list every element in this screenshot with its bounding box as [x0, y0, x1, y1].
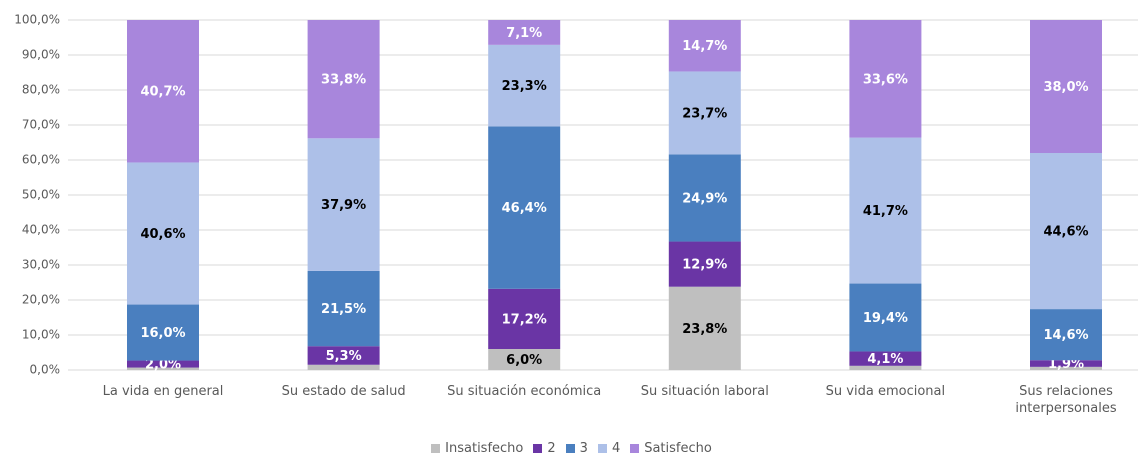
bar-segment	[668, 20, 741, 72]
data-label: 24,9%	[682, 191, 727, 206]
y-tick-label: 80,0%	[22, 83, 60, 97]
data-label: 14,6%	[1043, 328, 1088, 343]
y-tick-label: 0,0%	[30, 363, 61, 377]
y-tick-label: 60,0%	[22, 153, 60, 167]
legend-label: Satisfecho	[644, 441, 712, 456]
data-label: 38,0%	[1043, 80, 1088, 95]
bar-segment	[307, 20, 380, 139]
bar-segment	[307, 364, 380, 370]
y-tick-label: 100,0%	[14, 13, 60, 27]
data-label: 14,7%	[682, 39, 727, 54]
bar-segment	[307, 270, 380, 347]
y-tick-label: 20,0%	[22, 293, 60, 307]
bar-segment	[668, 241, 741, 287]
bar-segment	[488, 44, 561, 127]
legend-item: Satisfecho	[630, 441, 712, 456]
bar-segment	[307, 138, 380, 271]
data-label: 44,6%	[1043, 225, 1088, 240]
data-label: 40,6%	[140, 227, 185, 242]
data-label: 6,0%	[506, 353, 542, 368]
data-label: 23,7%	[682, 106, 727, 121]
data-label: 40,7%	[140, 85, 185, 100]
legend-swatch	[533, 444, 543, 453]
bar-segment	[127, 162, 199, 305]
data-label: 23,3%	[502, 79, 547, 94]
bar-segment	[849, 365, 922, 370]
data-label: 21,5%	[321, 302, 366, 317]
legend-swatch	[630, 444, 640, 453]
data-label: 12,9%	[682, 258, 727, 273]
legend-label: 4	[611, 441, 621, 456]
legend-label: 2	[547, 441, 556, 456]
bar-segment	[849, 351, 922, 366]
data-label: 4,1%	[867, 352, 903, 367]
legend-item: 3	[565, 441, 588, 456]
data-label: 17,2%	[502, 312, 547, 327]
bar-segment	[488, 288, 561, 349]
bar-segment	[849, 137, 922, 284]
bar-segment	[127, 20, 199, 163]
legend: Insatisfecho 2 3 4 Satisfecho	[0, 441, 1143, 456]
legend-swatch	[565, 444, 575, 453]
bar-segment	[488, 349, 561, 370]
bar-segment	[488, 126, 561, 289]
bar-segment	[127, 360, 199, 368]
bar-segment	[849, 20, 922, 138]
x-tick-label: Su situación laboral	[640, 384, 769, 399]
x-tick-label: Sus relaciones interpersonales	[1015, 384, 1117, 416]
bar-segment	[1030, 360, 1102, 367]
legend-item: 4	[597, 441, 621, 456]
y-tick-label: 40,0%	[22, 223, 60, 237]
y-tick-label: 70,0%	[22, 118, 60, 132]
y-tick-label: 50,0%	[22, 188, 60, 202]
x-tick-label: La vida en general	[102, 384, 224, 399]
y-tick-label: 30,0%	[22, 258, 60, 272]
data-label: 5,3%	[326, 349, 362, 364]
data-label: 1,9%	[1048, 357, 1084, 372]
y-tick-label: 10,0%	[22, 328, 60, 342]
data-label: 41,7%	[863, 204, 908, 219]
bar-segment	[1030, 309, 1102, 361]
legend-label: 3	[579, 441, 588, 456]
bar-segment	[1030, 20, 1102, 153]
bar-segment	[488, 20, 561, 45]
x-tick-label: Su estado de salud	[281, 384, 406, 399]
data-label: 33,8%	[321, 73, 366, 88]
legend-item: Insatisfecho	[431, 441, 523, 456]
y-tick-label: 90,0%	[22, 48, 60, 62]
x-tick-label: Su vida emocional	[825, 384, 946, 399]
legend-label: Insatisfecho	[445, 441, 524, 456]
bar-segment	[668, 154, 741, 242]
bar-segment	[1030, 366, 1102, 370]
bar-segment	[307, 346, 380, 365]
bar-segment	[668, 71, 741, 155]
legend-item: 2	[533, 441, 556, 456]
legend-swatch	[597, 444, 607, 453]
data-label: 2,0%	[145, 358, 181, 373]
legend-swatch	[431, 444, 441, 453]
data-label: 46,4%	[502, 201, 547, 216]
data-label: 19,4%	[863, 311, 908, 326]
data-label: 23,8%	[682, 322, 727, 337]
bar-segment	[127, 367, 199, 370]
bar-segment	[849, 283, 922, 352]
bar-segment	[668, 286, 741, 370]
data-label: 33,6%	[863, 72, 908, 87]
data-label: 7,1%	[506, 26, 542, 41]
data-label: 16,0%	[140, 326, 185, 341]
data-label: 37,9%	[321, 198, 366, 213]
bar-segment	[1030, 153, 1102, 310]
bar-segment	[127, 304, 199, 361]
x-tick-label: Su situación económica	[447, 384, 602, 399]
